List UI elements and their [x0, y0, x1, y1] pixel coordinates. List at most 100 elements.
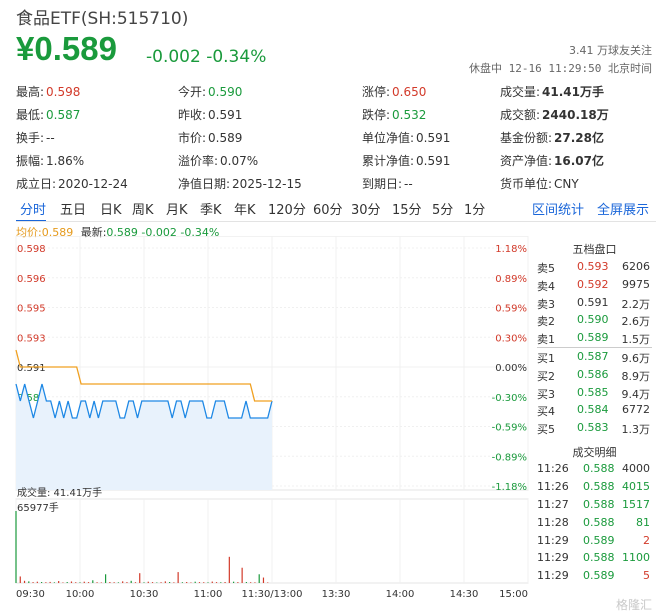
- y-pct-tick-label: 1.18%: [495, 244, 527, 255]
- y-pct-tick-label: 0.59%: [495, 304, 527, 315]
- trade-price: 0.588: [583, 551, 615, 565]
- stats-row: 振幅: 1.86% 溢价率: 0.07% 累计净值: 0.591 资产净值: 16.07…: [16, 152, 656, 175]
- x-tick-label: 09:30: [16, 589, 45, 600]
- stat-label: 市价:: [178, 131, 207, 145]
- bid-row: 买3 0.585 9.4万: [533, 384, 656, 402]
- bid-quantity: 9.6万: [621, 351, 651, 365]
- tab-5day[interactable]: 五日: [60, 203, 87, 218]
- stat-value: 1.86%: [46, 154, 85, 168]
- stat-value: 2025-12-15: [232, 177, 302, 191]
- market-status: 休盘中 12-16 11:29:50 北京时间: [469, 62, 652, 75]
- trade-detail-title: 成交明细: [572, 446, 617, 459]
- y-pct-tick-label: 0.89%: [495, 274, 527, 285]
- bid-quantity: 6772: [622, 403, 650, 417]
- trade-time: 11:26: [537, 479, 569, 493]
- stat-value: 0.589: [208, 131, 243, 145]
- tab-timeshare[interactable]: 分时: [20, 203, 47, 218]
- bid-level-label: 买1: [537, 351, 555, 365]
- trade-row: 11:26 0.588 4000: [533, 460, 656, 478]
- trade-row: 11:27 0.588 1517: [533, 496, 656, 514]
- trade-quantity: 4015: [622, 479, 650, 493]
- ask-price: 0.592: [577, 277, 609, 291]
- trade-row: 11:29 0.589 5: [533, 567, 656, 585]
- trade-time: 11:29: [537, 533, 569, 547]
- trade-quantity: 4000: [622, 462, 650, 475]
- tab-15min[interactable]: 15分: [392, 203, 422, 218]
- tab-5min[interactable]: 5分: [432, 203, 454, 218]
- stat-label: 昨收:: [178, 108, 207, 122]
- tab-quarterly-k[interactable]: 季K: [200, 203, 222, 218]
- period-tabs: 分时 五日 日K 周K 月K 季K 年K 120分 60分 30分 15分 5分…: [16, 197, 656, 222]
- fullscreen-link[interactable]: 全屏展示: [597, 203, 650, 218]
- tab-30min[interactable]: 30分: [351, 203, 381, 218]
- ask-quantity: 2.6万: [621, 315, 651, 329]
- stat-value: 0.532: [392, 108, 427, 122]
- stat-value: --: [404, 177, 413, 191]
- trade-time: 11:29: [537, 551, 569, 565]
- stat-label: 今开:: [178, 85, 207, 99]
- trade-time: 11:28: [537, 515, 569, 529]
- x-tick-label: 15:00: [499, 589, 528, 600]
- tab-daily-k[interactable]: 日K: [100, 203, 122, 218]
- y-pct-tick-label: 0.30%: [495, 333, 527, 344]
- stat-value: 27.28亿: [554, 131, 605, 145]
- trade-quantity: 81: [636, 515, 650, 529]
- ask-row: 卖2 0.590 2.6万: [533, 311, 656, 329]
- stat-value: 0.591: [416, 154, 451, 168]
- stat-label: 溢价率:: [178, 154, 219, 168]
- ask-level-label: 卖4: [537, 279, 555, 293]
- ask-row: 卖5 0.593 6206: [533, 258, 656, 276]
- bid-price: 0.587: [577, 349, 609, 363]
- fund-title: 食品ETF(SH:515710): [16, 9, 189, 29]
- stat-label: 成交量:: [500, 85, 541, 99]
- ask-level-label: 卖3: [537, 297, 555, 311]
- stat-value: 2020-12-24: [58, 177, 128, 191]
- range-stats-link[interactable]: 区间统计: [532, 203, 585, 218]
- y-tick-label: 0.596: [17, 274, 46, 285]
- stat-label: 单位净值:: [362, 131, 415, 145]
- bid-level-label: 买5: [537, 423, 555, 437]
- watermark-logo: 格隆汇: [615, 598, 652, 612]
- ask-row: 卖1 0.589 1.5万: [533, 329, 656, 347]
- x-tick-label: 13:30: [322, 589, 351, 600]
- trade-price: 0.588: [583, 515, 615, 529]
- bid-row: 买4 0.584 6772: [533, 401, 656, 419]
- tab-divider: [16, 221, 656, 222]
- stat-value: 0.587: [46, 108, 81, 122]
- y-pct-tick-label: -0.89%: [492, 452, 527, 463]
- stat-label: 最低:: [16, 108, 45, 122]
- ask-price: 0.589: [577, 331, 609, 345]
- tab-monthly-k[interactable]: 月K: [166, 203, 188, 218]
- stat-value: 41.41万手: [542, 85, 605, 99]
- stat-value: 0.07%: [220, 154, 259, 168]
- trade-quantity: 2: [643, 533, 650, 547]
- tab-120min[interactable]: 120分: [268, 203, 306, 218]
- tab-1min[interactable]: 1分: [464, 203, 486, 218]
- x-tick-label: 11:30/13:00: [241, 589, 302, 600]
- bid-row: 买5 0.583 1.3万: [533, 419, 656, 437]
- trade-row: 11:29 0.589 2: [533, 532, 656, 550]
- ask-price: 0.590: [577, 313, 609, 327]
- stat-label: 成交额:: [500, 108, 541, 122]
- trade-time: 11:29: [537, 569, 569, 583]
- tab-weekly-k[interactable]: 周K: [132, 203, 154, 218]
- y-tick-label: 0.593: [17, 333, 46, 344]
- bid-row: 买1 0.587 9.6万: [533, 348, 656, 366]
- order-book-title: 五档盘口: [572, 243, 617, 256]
- trade-quantity: 1517: [622, 497, 650, 511]
- ask-price: 0.591: [577, 295, 609, 309]
- x-tick-label: 11:00: [194, 589, 223, 600]
- ask-level-label: 卖2: [537, 315, 555, 329]
- trade-quantity: 1100: [622, 551, 650, 565]
- ask-level-label: 卖1: [537, 333, 555, 347]
- tab-60min[interactable]: 60分: [313, 203, 343, 218]
- stats-grid: 最高: 0.598 今开: 0.590 涨停: 0.650 成交量: 41.41万手 最…: [16, 83, 656, 198]
- tab-yearly-k[interactable]: 年K: [234, 203, 256, 218]
- stats-row: 最高: 0.598 今开: 0.590 涨停: 0.650 成交量: 41.41万手: [16, 83, 656, 106]
- ask-row: 卖3 0.591 2.2万: [533, 294, 656, 312]
- x-tick-label: 10:30: [130, 589, 159, 600]
- stats-row: 换手: -- 市价: 0.589 单位净值: 0.591 基金份额: 27.28亿: [16, 129, 656, 152]
- y-tick-label: 0.598: [17, 244, 46, 255]
- intraday-chart[interactable]: 0.598 1.18% 0.596 0.89% 0.595 0.59% 0.593 0.30%…: [0, 236, 533, 611]
- stats-row: 最低: 0.587 昨收: 0.591 跌停: 0.532 成交额: 2440.18万: [16, 106, 656, 129]
